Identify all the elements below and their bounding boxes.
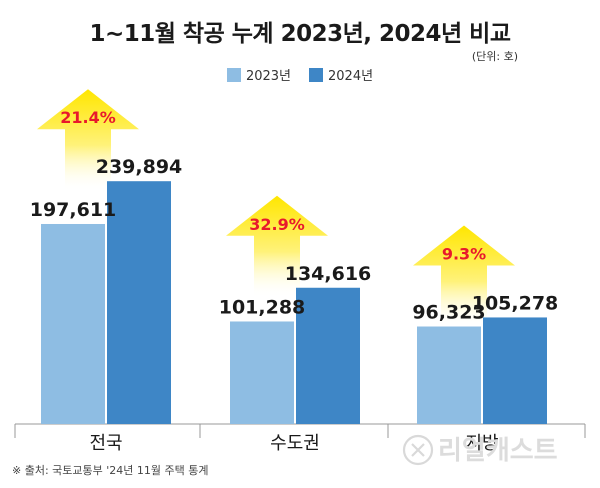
legend-item-2023: 2023년 (226, 65, 291, 84)
bar-value-2023-1: 101,288 (219, 296, 306, 318)
growth-label-1: 32.9% (249, 215, 305, 234)
category-label-1: 수도권 (270, 433, 320, 454)
category-label-0: 전국 (89, 433, 122, 454)
bar-2024-2 (483, 317, 547, 424)
source-note: ※ 출처: 국토교통부 '24년 11월 주택 통계 (12, 464, 209, 477)
legend: 2023년 2024년 (0, 65, 600, 84)
bar-value-2024-1: 134,616 (285, 263, 372, 285)
bar-2024-0 (107, 181, 171, 424)
svg-text:리얼캐스트: 리얼캐스트 (438, 436, 558, 466)
growth-label-0: 21.4% (60, 108, 116, 127)
chart-title: 1~11월 착공 누계 2023년, 2024년 비교 (89, 21, 511, 47)
bar-value-2024-0: 239,894 (96, 156, 183, 178)
growth-label-2: 9.3% (442, 244, 486, 263)
bar-2023-1 (230, 321, 294, 424)
bar-value-2024-2: 105,278 (472, 292, 559, 314)
growth-arrow-1 (226, 195, 328, 298)
legend-label-2024: 2024년 (328, 69, 374, 84)
legend-swatch-2024 (309, 67, 323, 82)
bar-value-2023-0: 197,611 (30, 199, 117, 221)
unit-label: (단위: 호) (471, 50, 518, 63)
bar-2023-2 (417, 326, 481, 424)
bar-2024-1 (296, 287, 360, 424)
legend-swatch-2023 (226, 67, 241, 82)
legend-label-2023: 2023년 (245, 69, 291, 84)
legend-item-2024: 2024년 (309, 65, 373, 84)
category-label-2: 지방 (465, 433, 498, 454)
growth-arrow-2 (413, 225, 515, 328)
bar-value-2023-2: 96,323 (412, 302, 485, 324)
growth-arrow-0 (37, 89, 139, 192)
watermark-logo: 리얼캐스트 (402, 434, 558, 466)
bar-2023-0 (41, 223, 105, 424)
